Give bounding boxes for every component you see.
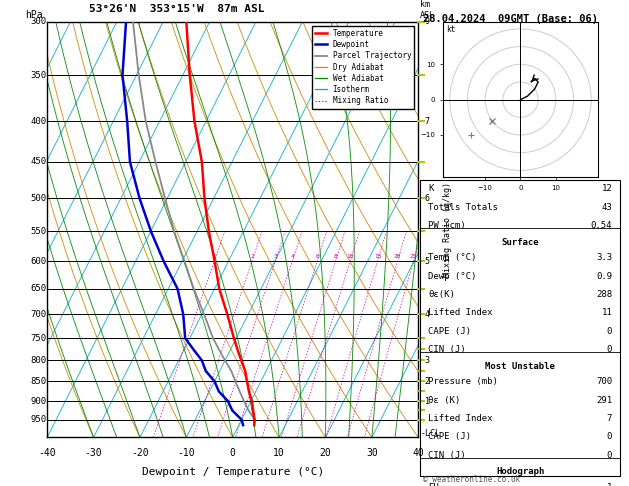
Text: hPa: hPa <box>25 10 43 20</box>
Text: Lifted Index: Lifted Index <box>428 308 493 317</box>
Text: 0: 0 <box>607 451 612 460</box>
Text: 25: 25 <box>409 254 417 259</box>
Text: 0: 0 <box>607 345 612 354</box>
Text: 900: 900 <box>31 397 47 405</box>
Text: 3: 3 <box>273 254 277 259</box>
Text: Pressure (mb): Pressure (mb) <box>428 377 498 386</box>
Text: 288: 288 <box>596 290 612 299</box>
Text: -2: -2 <box>420 377 430 386</box>
Text: 4: 4 <box>291 254 294 259</box>
Text: 650: 650 <box>31 284 47 293</box>
Text: -10: -10 <box>177 448 195 458</box>
Text: -4: -4 <box>420 310 430 319</box>
Text: θε (K): θε (K) <box>428 396 460 405</box>
Text: 1: 1 <box>607 483 612 486</box>
Text: CAPE (J): CAPE (J) <box>428 433 471 441</box>
Text: 12: 12 <box>601 184 612 193</box>
Text: 800: 800 <box>31 356 47 365</box>
Text: 7: 7 <box>607 414 612 423</box>
Text: 600: 600 <box>31 257 47 265</box>
Text: 3.3: 3.3 <box>596 253 612 262</box>
Text: -40: -40 <box>38 448 56 458</box>
Text: -7: -7 <box>420 117 430 126</box>
Text: 20: 20 <box>394 254 401 259</box>
Text: -30: -30 <box>85 448 103 458</box>
Legend: Temperature, Dewpoint, Parcel Trajectory, Dry Adiabat, Wet Adiabat, Isotherm, Mi: Temperature, Dewpoint, Parcel Trajectory… <box>312 26 415 108</box>
Text: 350: 350 <box>31 70 47 80</box>
Text: 1: 1 <box>213 254 216 259</box>
Text: 43: 43 <box>601 203 612 211</box>
Text: 0.54: 0.54 <box>591 221 612 230</box>
Text: θε(K): θε(K) <box>428 290 455 299</box>
Text: CIN (J): CIN (J) <box>428 345 466 354</box>
Text: -1: -1 <box>420 397 430 405</box>
Text: Mixing Ratio (g/kg): Mixing Ratio (g/kg) <box>443 182 452 277</box>
Text: -9: -9 <box>420 17 430 26</box>
Text: Dewpoint / Temperature (°C): Dewpoint / Temperature (°C) <box>142 468 324 477</box>
Text: -20: -20 <box>131 448 149 458</box>
Text: 750: 750 <box>31 333 47 343</box>
Text: 950: 950 <box>31 415 47 424</box>
Text: 400: 400 <box>31 117 47 126</box>
Text: 11: 11 <box>601 308 612 317</box>
Text: 20: 20 <box>320 448 331 458</box>
Text: CIN (J): CIN (J) <box>428 451 466 460</box>
Text: 10: 10 <box>347 254 354 259</box>
Text: 53°26'N  353°15'W  87m ASL: 53°26'N 353°15'W 87m ASL <box>89 4 265 15</box>
Text: 0: 0 <box>607 327 612 336</box>
Text: 0: 0 <box>230 448 236 458</box>
Text: CAPE (J): CAPE (J) <box>428 327 471 336</box>
Text: 28.04.2024  09GMT (Base: 06): 28.04.2024 09GMT (Base: 06) <box>423 14 598 24</box>
Text: 15: 15 <box>374 254 381 259</box>
Text: Most Unstable: Most Unstable <box>485 362 555 371</box>
Text: K: K <box>428 184 433 193</box>
Text: kt: kt <box>446 25 455 35</box>
Text: 550: 550 <box>31 226 47 236</box>
Text: 0.9: 0.9 <box>596 272 612 280</box>
Text: -6: -6 <box>420 194 430 203</box>
Text: Temp (°C): Temp (°C) <box>428 253 477 262</box>
Text: 0: 0 <box>607 433 612 441</box>
Text: 700: 700 <box>31 310 47 319</box>
Text: -3: -3 <box>420 356 430 365</box>
Text: 850: 850 <box>31 377 47 386</box>
Text: © weatheronline.co.uk: © weatheronline.co.uk <box>423 474 520 484</box>
Text: 500: 500 <box>31 194 47 203</box>
Text: 700: 700 <box>596 377 612 386</box>
Text: EH: EH <box>428 483 439 486</box>
Text: 40: 40 <box>413 448 424 458</box>
Text: 8: 8 <box>334 254 337 259</box>
Text: -LCL: -LCL <box>420 429 440 438</box>
Text: 10: 10 <box>273 448 285 458</box>
Text: 2: 2 <box>250 254 253 259</box>
Text: Totals Totals: Totals Totals <box>428 203 498 211</box>
Text: km
ASL: km ASL <box>420 0 435 20</box>
Text: 30: 30 <box>366 448 378 458</box>
Text: Dewp (°C): Dewp (°C) <box>428 272 477 280</box>
Text: -5: -5 <box>420 257 430 265</box>
Text: 291: 291 <box>596 396 612 405</box>
Text: Lifted Index: Lifted Index <box>428 414 493 423</box>
Text: 450: 450 <box>31 157 47 166</box>
Text: Hodograph: Hodograph <box>496 468 544 476</box>
Text: 300: 300 <box>31 17 47 26</box>
Text: 6: 6 <box>315 254 319 259</box>
Text: Surface: Surface <box>501 238 539 246</box>
Text: PW (cm): PW (cm) <box>428 221 466 230</box>
